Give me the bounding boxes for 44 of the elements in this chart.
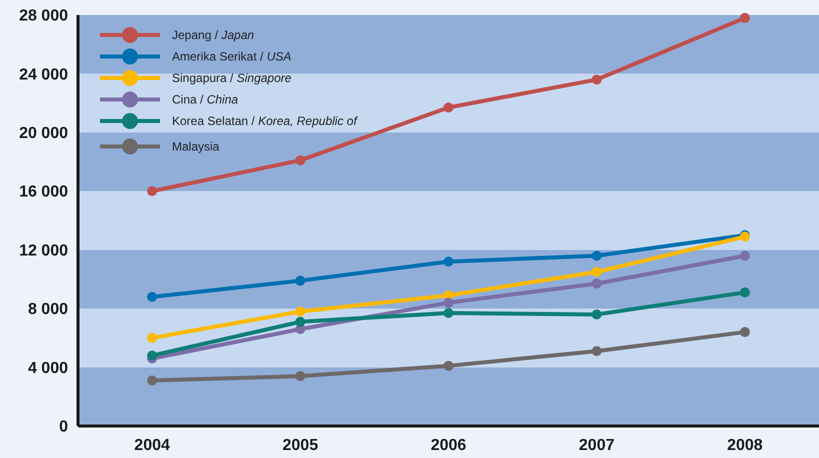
x-tick-label: 2007	[578, 437, 615, 454]
legend-label: Singapura / Singapore	[172, 71, 292, 86]
y-tick-label: 24 000	[19, 66, 68, 84]
point	[295, 155, 306, 166]
x-tick-label: 2005	[282, 437, 318, 454]
point	[592, 346, 602, 356]
point	[592, 74, 602, 85]
point	[295, 371, 306, 382]
point	[295, 316, 306, 327]
point	[147, 375, 158, 386]
point	[444, 298, 454, 308]
point	[147, 292, 158, 302]
legend-label: Korea Selatan / Korea, Republic of	[172, 114, 358, 128]
legend-label: Amerika Serikat / USA	[172, 50, 292, 64]
legend-label: Malaysia	[172, 140, 220, 154]
point	[740, 287, 750, 298]
point	[740, 327, 750, 338]
point	[444, 308, 454, 318]
x-tick-label: 2006	[430, 437, 466, 454]
y-tick-label: 12 000	[19, 242, 68, 260]
legend-label: Cina / China	[172, 92, 238, 107]
y-tick-label: 8 000	[28, 301, 68, 318]
point	[147, 332, 158, 343]
point	[444, 102, 454, 112]
legend-label: Jepang / Japan	[172, 28, 254, 42]
y-tick-label: 16 000	[19, 184, 68, 201]
y-tick-label: 20 000	[19, 125, 68, 142]
point	[592, 250, 602, 261]
x-tick-label: 2004	[134, 437, 170, 454]
point	[295, 276, 306, 286]
point	[147, 186, 158, 196]
point	[740, 250, 750, 261]
y-tick-label: 4 000	[28, 360, 68, 377]
x-tick-label: 2008	[727, 437, 763, 454]
point	[444, 360, 454, 371]
point	[295, 306, 306, 317]
y-tick-label: 28 000	[19, 8, 68, 25]
point	[592, 266, 602, 277]
point	[147, 350, 158, 361]
point	[592, 278, 602, 289]
point	[444, 256, 454, 267]
point	[592, 309, 602, 320]
point	[740, 12, 750, 23]
y-tick-label: 0	[59, 418, 68, 436]
